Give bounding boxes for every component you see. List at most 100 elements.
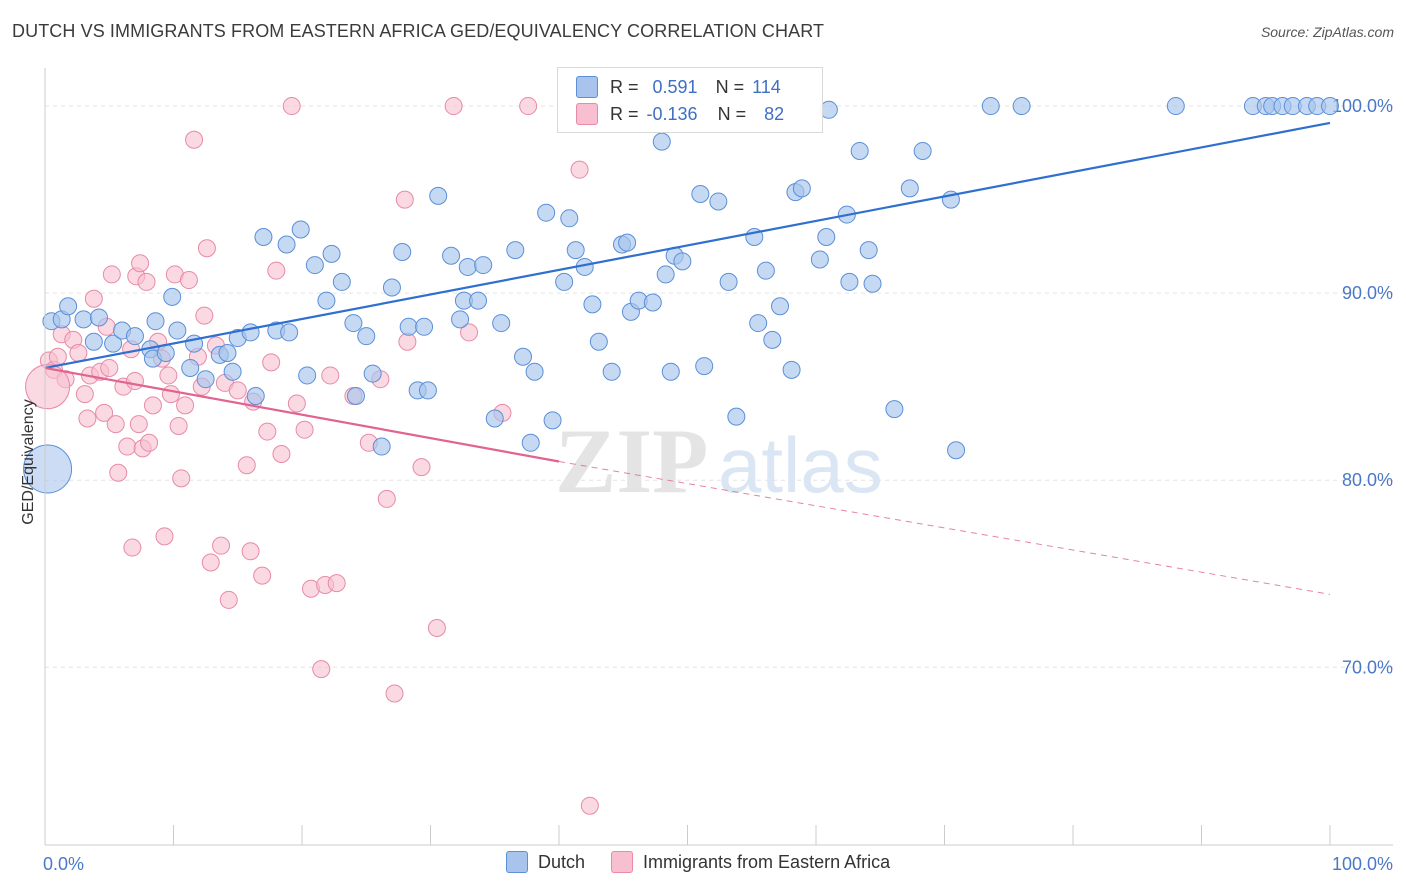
dutch-point	[900, 179, 919, 198]
dutch-point	[763, 330, 782, 349]
dutch-point	[168, 321, 187, 340]
dutch-point	[322, 244, 341, 263]
dutch-point	[474, 256, 493, 275]
dutch-point	[357, 327, 376, 346]
immigrants-point	[100, 358, 119, 377]
dutch-point	[543, 411, 562, 430]
bottom-legend-swatch-dutch	[506, 851, 528, 873]
dutch-point-large	[23, 444, 73, 494]
dutch-point	[429, 186, 448, 205]
bottom-legend-label-immigrants: Immigrants from Eastern Africa	[643, 851, 891, 872]
dutch-point	[514, 347, 533, 366]
immigrants-point	[241, 542, 260, 561]
immigrants-point	[258, 422, 277, 441]
dutch-point	[492, 314, 511, 333]
immigrants-point	[185, 130, 204, 149]
immigrants-point	[75, 385, 94, 404]
immigrants-point	[412, 458, 431, 477]
dutch-point	[59, 297, 78, 316]
immigrants-point	[129, 415, 148, 434]
dutch-point	[291, 220, 310, 239]
immigrants-point	[444, 97, 463, 116]
immigrants-point	[155, 527, 174, 546]
immigrants-point	[253, 566, 272, 585]
dutch-point	[298, 366, 317, 385]
immigrants-point	[228, 381, 247, 400]
dutch-points	[23, 97, 1339, 494]
dutch-point	[241, 323, 260, 342]
dutch-point	[792, 179, 811, 198]
dutch-point	[372, 437, 391, 456]
immigrants-point	[48, 347, 67, 366]
immigrants-point	[201, 553, 220, 572]
dutch-point	[451, 310, 470, 329]
dutch-point	[583, 295, 602, 314]
immigrants-point	[169, 416, 188, 435]
immigrants-point	[385, 684, 404, 703]
dutch-point	[656, 265, 675, 284]
dutch-point	[393, 242, 412, 261]
dutch-point	[1321, 97, 1339, 116]
immigrants-point	[179, 271, 198, 290]
immigrants-point	[195, 306, 214, 325]
immigrants-point	[219, 590, 238, 609]
dutch-point	[810, 250, 829, 269]
immigrants-point	[143, 396, 162, 415]
immigrants-point	[140, 433, 159, 452]
legend-r-label: R =	[610, 76, 639, 97]
immigrants-point	[84, 289, 103, 308]
dutch-point	[218, 343, 237, 362]
immigrants-point	[118, 437, 137, 456]
immigrants-point	[102, 265, 121, 284]
dutch-point	[382, 278, 401, 297]
dutch-point	[537, 203, 556, 222]
immigrants-point	[237, 456, 256, 475]
immigrants-point	[267, 261, 286, 280]
dutch-point	[589, 332, 608, 351]
dutch-point	[756, 261, 775, 280]
dutch-point	[104, 334, 123, 353]
dutch-trend-line	[44, 121, 1331, 370]
x-tick-label: 0.0%	[43, 854, 84, 874]
y-axis-label: GED/Equivalency	[20, 399, 37, 524]
legend-r-value: -0.136	[646, 103, 698, 124]
immigrants-point	[327, 574, 346, 593]
legend-n-label: N =	[717, 103, 747, 124]
immigrants-trend-line-extrapolated	[558, 461, 1331, 595]
dutch-point	[863, 274, 882, 293]
dutch-point	[782, 360, 801, 379]
dutch-point	[469, 291, 488, 310]
dutch-point	[89, 308, 108, 327]
dutch-point	[163, 287, 182, 306]
immigrants-point	[395, 190, 414, 209]
dutch-point	[344, 314, 363, 333]
dutch-point	[280, 323, 299, 342]
legend-swatch-immigrants	[576, 103, 598, 125]
dutch-point	[885, 400, 904, 419]
immigrants-point	[312, 660, 331, 679]
dutch-point	[913, 141, 932, 160]
source-label: Source: ZipAtlas.com	[1260, 24, 1394, 40]
watermark-zip: ZIP	[555, 410, 708, 512]
dutch-point	[277, 235, 296, 254]
grid: 70.0% 80.0% 90.0% 100.0%	[45, 96, 1393, 677]
dutch-point	[146, 312, 165, 331]
dutch-point	[709, 192, 728, 211]
dutch-point	[560, 209, 579, 228]
dutch-point	[695, 357, 714, 376]
immigrants-point	[398, 332, 417, 351]
dutch-point	[254, 228, 273, 247]
bottom-legend-immigrants: Immigrants from Eastern Africa	[611, 851, 890, 873]
immigrants-point	[109, 463, 128, 482]
dutch-point	[771, 297, 790, 316]
dutch-point	[181, 358, 200, 377]
bottom-legend: Dutch Immigrants from Eastern Africa	[506, 851, 916, 873]
dutch-point	[840, 272, 859, 291]
immigrants-points	[25, 97, 599, 815]
immigrants-point	[197, 239, 216, 258]
immigrants-point	[125, 372, 144, 391]
immigrants-point	[106, 415, 125, 434]
dutch-point	[485, 409, 504, 428]
legend-n-value: 82	[764, 103, 785, 124]
legend: R = 0.591 N = 114 R = -0.136 N = 82	[557, 67, 823, 133]
